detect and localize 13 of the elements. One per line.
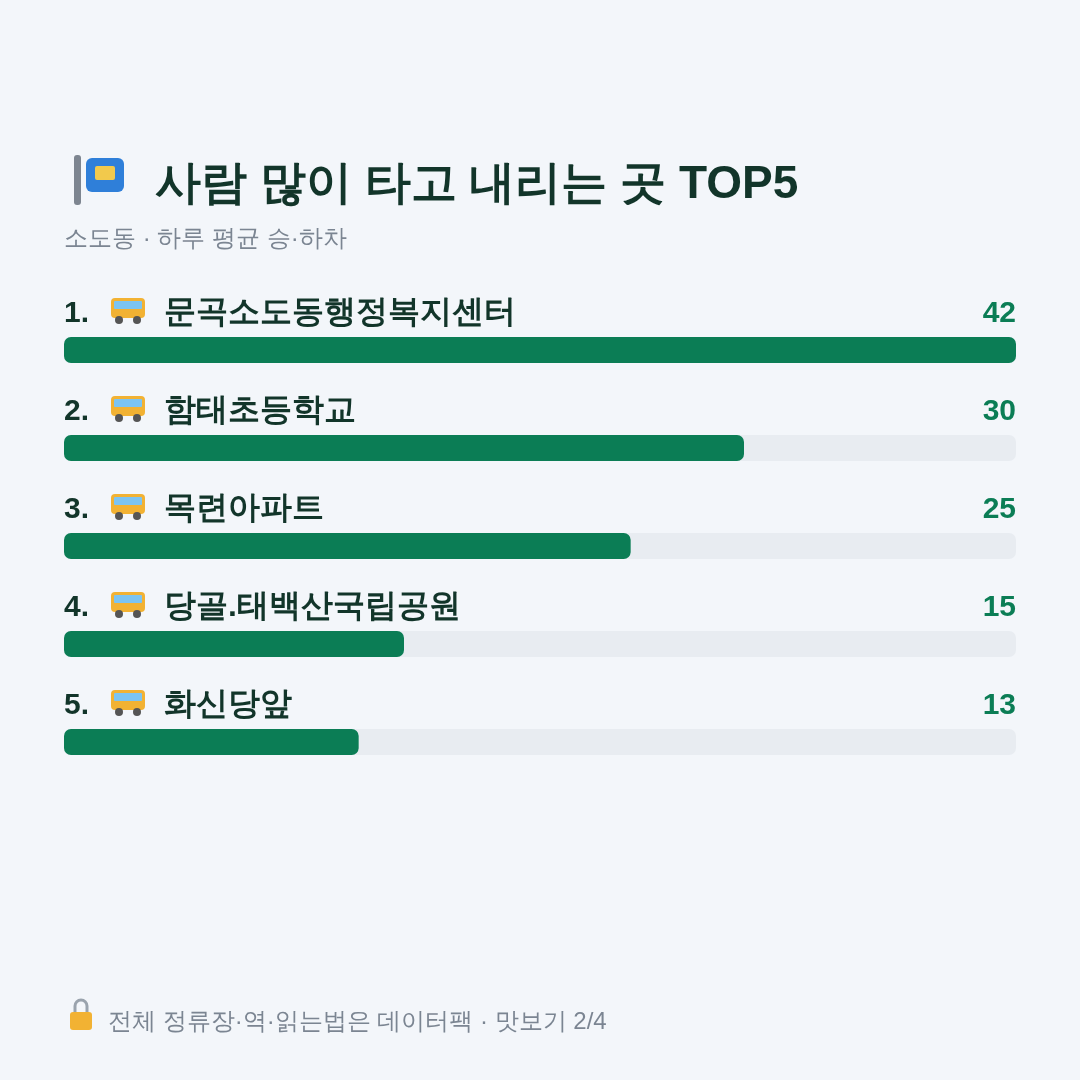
data-label: 30 xyxy=(982,393,1016,426)
data-label: 42 xyxy=(982,295,1016,328)
category-label: 3. 목련아파트 xyxy=(64,489,324,525)
text: 전체 정류장·역·읽는법은 데이터팩 · 맛보기 2/4 xyxy=(108,1007,607,1034)
data-label: 13 xyxy=(982,687,1016,720)
chart-title: 사람 많이 타고 내리는 곳 TOP5 xyxy=(155,156,799,208)
chart-subtitle: 소도동 · 하루 평균 승·하차 xyxy=(64,224,347,251)
category-label: 1. 문곡소도동행정복지센터 xyxy=(64,293,516,329)
category-label: 4. 당골.태백산국립공원 xyxy=(64,587,461,623)
data-label: 15 xyxy=(982,589,1016,622)
category-label: 5. 화신당앞 xyxy=(64,685,292,721)
category-label: 2. 함태초등학교 xyxy=(64,391,356,427)
data-label: 25 xyxy=(982,491,1016,524)
